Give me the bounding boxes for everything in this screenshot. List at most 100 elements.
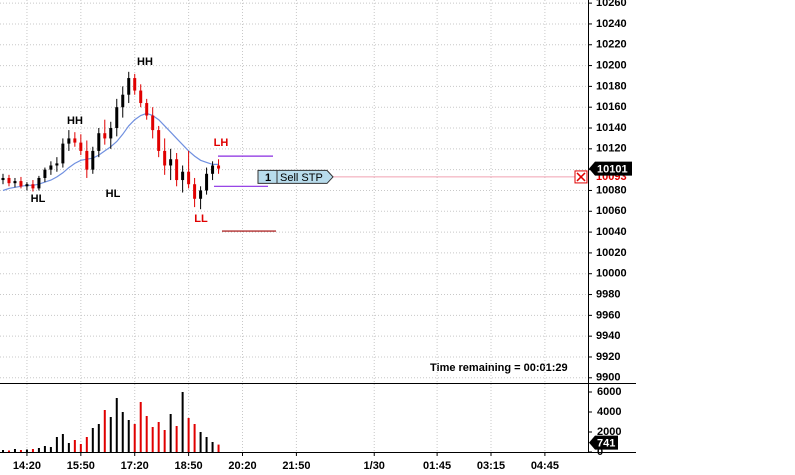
x-tick-label: 01:45: [423, 460, 451, 472]
volume-tick-label: 4000: [597, 406, 621, 418]
candle-body: [7, 177, 11, 184]
order-label[interactable]: Sell STP: [280, 172, 323, 184]
y-tick-label: 10080: [596, 184, 627, 196]
volume-bar: [85, 437, 88, 452]
volume-bar: [163, 430, 166, 452]
candle-body: [157, 130, 161, 151]
volume-bar: [157, 422, 160, 452]
volume-bar: [181, 392, 184, 452]
volume-bar: [127, 420, 130, 452]
candle-body: [127, 78, 131, 95]
candle-body: [109, 128, 113, 139]
volume-bar: [145, 416, 148, 452]
volume-bar: [49, 447, 52, 452]
candle-body: [145, 103, 149, 116]
candle-body: [217, 165, 221, 169]
candle-body: [121, 94, 125, 108]
candle-body: [115, 107, 119, 129]
volume-bar: [217, 444, 220, 452]
y-tick-label: 10180: [596, 80, 627, 92]
candle-body: [85, 150, 89, 170]
volume-bar: [61, 434, 64, 452]
x-tick-label: 21:50: [282, 460, 310, 472]
volume-bar: [109, 417, 112, 452]
x-tick-label: 18:50: [175, 460, 203, 472]
candle-body: [133, 78, 137, 91]
candle-body: [211, 165, 215, 174]
volume-bar: [175, 426, 178, 452]
y-tick-label: 10260: [596, 0, 627, 9]
x-tick-label: 04:45: [531, 460, 559, 472]
y-tick-label: 10140: [596, 122, 627, 134]
y-tick-label: 10120: [596, 143, 627, 155]
last-price-tag: [589, 161, 632, 176]
y-tick-label: 10000: [596, 268, 627, 280]
volume-bar: [79, 444, 82, 452]
volume-bar: [73, 440, 76, 452]
volume-last: 741: [597, 437, 615, 449]
volume-bar: [187, 418, 190, 452]
x-tick-label: 1/30: [364, 460, 385, 472]
candle-body: [175, 159, 179, 181]
candle-body: [151, 115, 155, 131]
y-tick-label: 10220: [596, 39, 627, 51]
annotation: HH: [137, 56, 153, 68]
y-tick-label: 9940: [596, 330, 620, 342]
candle-body: [49, 165, 53, 170]
x-tick-label: 14:20: [13, 460, 41, 472]
candle-body: [139, 90, 143, 104]
x-tick-label: 03:15: [477, 460, 505, 472]
volume-bar: [37, 448, 40, 452]
last-price: 10101: [597, 164, 628, 176]
volume-bar: [139, 402, 142, 452]
y-tick-label: 10240: [596, 18, 627, 30]
annotation: HL: [106, 188, 121, 200]
time-remaining: Time remaining = 00:01:29: [430, 362, 568, 374]
volume-bar: [199, 432, 202, 452]
volume-tick-label: 0: [597, 446, 603, 458]
volume-bar: [25, 449, 28, 452]
volume-bar: [205, 437, 208, 452]
volume-tick-label: 2000: [597, 426, 621, 438]
x-tick-label: 15:50: [67, 460, 95, 472]
candle-body: [61, 143, 65, 164]
candle-body: [43, 169, 47, 178]
volume-bar: [211, 442, 214, 452]
volume-bar: [97, 424, 100, 452]
candle-body: [67, 138, 71, 144]
candle-body: [79, 142, 83, 151]
volume-bar: [121, 412, 124, 452]
candle-body: [13, 181, 17, 184]
volume-tag: [589, 435, 618, 450]
candle-body: [163, 150, 167, 166]
annotation: LH: [214, 137, 229, 149]
annotation: HH: [67, 115, 83, 127]
annotation: HL: [31, 193, 46, 205]
candle-body: [91, 150, 95, 170]
volume-bar: [55, 437, 58, 452]
y-tick-label: 9980: [596, 288, 620, 300]
volume-bar: [133, 424, 136, 452]
candle-body: [37, 177, 41, 189]
candle-body: [73, 138, 77, 143]
y-tick-label: 9920: [596, 351, 620, 363]
candle-body: [1, 177, 5, 181]
volume-bar: [103, 410, 106, 452]
y-tick-label: 10020: [596, 247, 627, 259]
candle-body: [31, 184, 35, 189]
candle-body: [97, 133, 101, 151]
annotation: LL: [194, 213, 208, 225]
y-tick-label: 10200: [596, 59, 627, 71]
volume-bar: [19, 450, 22, 452]
candle-body: [19, 181, 23, 187]
order-quantity[interactable]: 1: [265, 172, 271, 184]
order-cancel-x: [576, 172, 586, 182]
candle-body: [187, 171, 191, 185]
candle-body: [205, 173, 209, 191]
candle-body: [181, 171, 185, 181]
candle-body: [55, 163, 59, 166]
volume-bar: [67, 443, 70, 452]
volume-bar: [1, 450, 4, 452]
